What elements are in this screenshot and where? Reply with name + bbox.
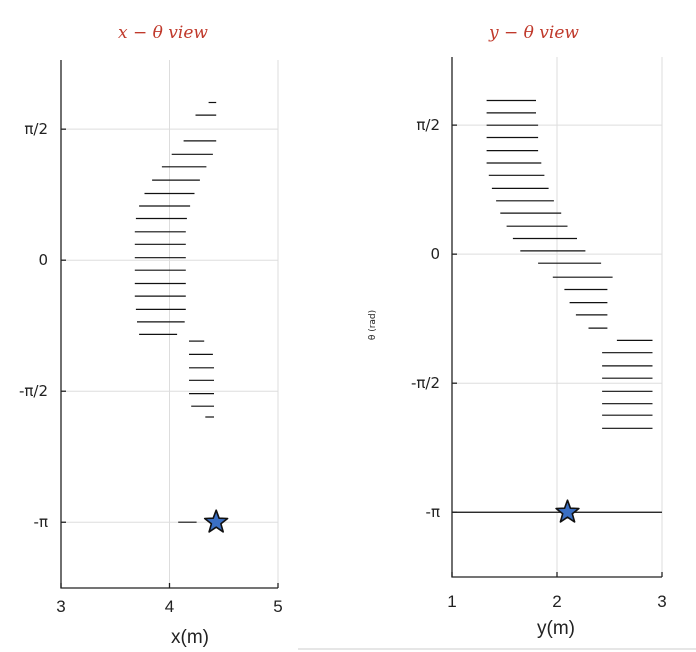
- y-tick-label: -π/2: [411, 374, 440, 392]
- y-tick-label: -π/2: [19, 382, 48, 400]
- theta-axis-label: θ (rad): [368, 310, 378, 340]
- y-theta-panel: y − θ view 1 2 3 π/2 0 -π/2 -π y(m) θ (rad): [368, 23, 667, 639]
- x-tick-label: 3: [657, 592, 666, 611]
- x-tick-label: 1: [447, 592, 456, 611]
- x-tick-label: 5: [273, 597, 282, 616]
- y-axis-label: y(m): [537, 618, 575, 639]
- y-tick-label: 0: [38, 251, 48, 269]
- x-axis-label: x(m): [171, 627, 209, 648]
- goal-star-marker: [203, 509, 229, 533]
- x-tick-label: 2: [552, 592, 561, 611]
- y-tick-label: π/2: [416, 116, 440, 134]
- y-tick-label: 0: [430, 245, 440, 263]
- y-tick-label: -π: [34, 513, 48, 531]
- y-tick-label: -π: [426, 503, 440, 521]
- x-tick-label: 3: [56, 597, 65, 616]
- goal-star-marker: [555, 499, 580, 523]
- y-theta-title: y − θ view: [488, 23, 579, 43]
- y-tick-label: π/2: [24, 120, 48, 138]
- x-theta-title: x − θ view: [118, 23, 208, 43]
- x-tick-label: 4: [165, 597, 174, 616]
- x-theta-panel: x − θ view 3 4 5 π/2 0 -π/2 -π x(m): [19, 23, 283, 648]
